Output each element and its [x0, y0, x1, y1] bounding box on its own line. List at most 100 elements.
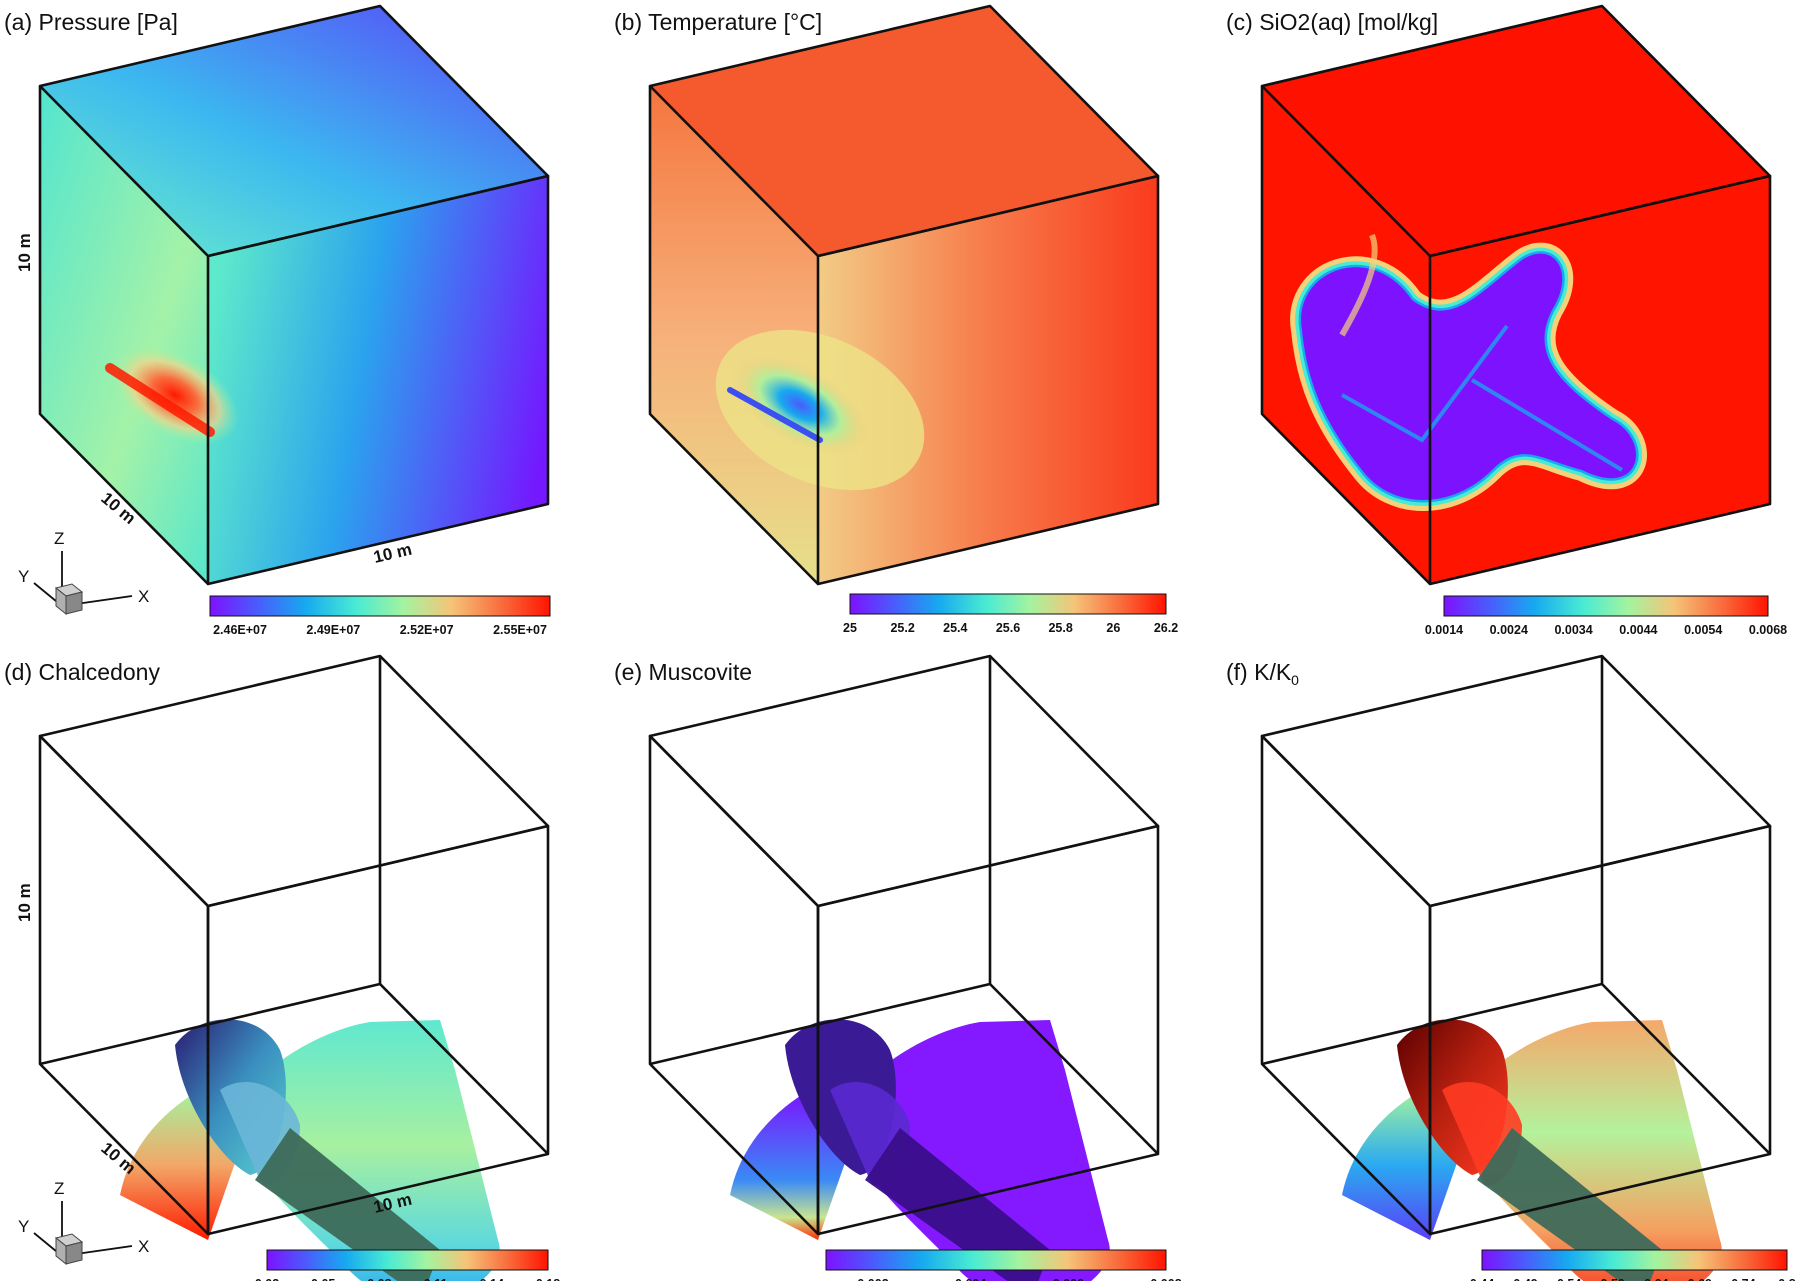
colorbar-tick-label: 0.54 — [1557, 1277, 1581, 1281]
colorbar-tick-label: 0.006 — [1053, 1277, 1084, 1281]
panel-title: (a) Pressure [Pa] — [4, 9, 178, 35]
colorbar-gradient — [1481, 1249, 1788, 1271]
axis-cube-side — [55, 1236, 67, 1266]
axis-triad: Z X Y — [18, 1179, 149, 1266]
colorbar-tick-label: 0.008 — [1150, 1277, 1181, 1281]
pressure-streak — [105, 363, 215, 437]
colorbar-tick-label: 0.004 — [955, 1277, 986, 1281]
colorbar-tick-label: 0.08 — [367, 1277, 391, 1281]
axis-cube-front — [65, 591, 83, 615]
colorbar-tick-label: 0.49 — [1513, 1277, 1537, 1281]
panel-b: (b) Temperature [°C] 25 25.2 25.4 25.6 25.8 26… — [614, 4, 1178, 635]
colorbar-tick-label: 0.74 — [1731, 1277, 1755, 1281]
sio2-fracture-lines — [1341, 324, 1624, 472]
colorbar-tick-label: 25.6 — [996, 621, 1020, 635]
colorbar-tick-label: 0.002 — [857, 1277, 888, 1281]
y-axis-label: Y — [18, 567, 29, 586]
fracture-intersection-band — [255, 1128, 440, 1281]
colorbar-tick-label: 0.0014 — [1425, 623, 1463, 637]
colorbar: 25 25.2 25.4 25.6 25.8 26 26.2 — [843, 593, 1178, 635]
cube-front-face — [818, 176, 1158, 584]
colorbar-tick-label: 0.0068 — [1749, 623, 1787, 637]
panel-c: (c) SiO2(aq) [mol/kg] 0.0014 0.0024 0.0034 0… — [1226, 4, 1787, 637]
temp-cold-spot — [732, 355, 868, 455]
colorbar-tick-label: 0.64 — [1644, 1277, 1668, 1281]
cube-front-edges — [206, 174, 550, 586]
panel-title: (b) Temperature [°C] — [614, 9, 822, 35]
panel-title-subscript: 0 — [1291, 672, 1299, 688]
cube-top-edges — [38, 654, 550, 908]
x-axis-label: X — [138, 587, 149, 606]
colorbar-gradient — [849, 593, 1167, 615]
panel-title: (f) K/K0 — [1226, 659, 1299, 688]
colorbar-tick-label: 25 — [843, 621, 857, 635]
colorbar-tick-label: 2.55E+07 — [493, 623, 547, 637]
axis-triad: Z X Y — [18, 529, 149, 616]
panel-title-main: (f) K/K — [1226, 659, 1292, 685]
colorbar: 0.002 0.004 0.006 0.008 — [825, 1249, 1182, 1281]
colorbar: 0.02 0.05 0.08 0.11 0.14 0.18 — [255, 1249, 560, 1281]
fracture-intersection-band — [865, 1128, 1050, 1281]
colorbar-tick-label: 0.69 — [1688, 1277, 1712, 1281]
panel-a: (a) Pressure [Pa]10 m10 m10 mZXY2.46E+07… — [4, 4, 551, 637]
colorbar-tick-label: 0.11 — [424, 1277, 448, 1281]
colorbar-tick-label: 26.2 — [1154, 621, 1178, 635]
panel-e: (e) Muscovite 0.002 0.004 0.006 0.008 — [614, 654, 1182, 1281]
panel-f: (f) K/K0 0.44 0.49 0.54 0.59 0.64 0.69 0.74 0.8 — [1226, 654, 1796, 1281]
colorbar-tick-label: 0.05 — [311, 1277, 335, 1281]
panel-title: (d) Chalcedony — [4, 659, 160, 685]
colorbar-tick-label: 0.0034 — [1554, 623, 1592, 637]
height-dimension-label: 10 m — [15, 233, 34, 272]
colorbar-gradient — [266, 1249, 549, 1271]
cube-front-edges — [816, 174, 1160, 586]
colorbar: 2.46E+07 2.49E+07 2.52E+07 2.55E+07 — [209, 595, 551, 637]
colorbar-gradient — [209, 595, 551, 617]
sio2-wisp — [1339, 233, 1378, 337]
large-fracture-sheet — [1452, 1020, 1722, 1281]
colorbar-tick-label: 2.49E+07 — [306, 623, 360, 637]
cube-top-face — [650, 6, 1158, 256]
colorbar: 0.44 0.49 0.54 0.59 0.64 0.69 0.74 0.8 — [1470, 1249, 1796, 1281]
colorbar-tick-label: 0.44 — [1470, 1277, 1494, 1281]
colorbar-gradient — [1443, 595, 1769, 617]
axis-cube-front — [65, 1241, 83, 1265]
colorbar-tick-label: 25.2 — [890, 621, 914, 635]
z-axis-label: Z — [54, 529, 64, 548]
fracture-intersection-band — [1477, 1128, 1662, 1281]
cube-top-edges — [1260, 654, 1772, 908]
colorbar-tick-label: 0.0054 — [1684, 623, 1722, 637]
colorbar-tick-label: 25.8 — [1048, 621, 1072, 635]
cube-top-face — [1262, 6, 1770, 256]
cube-front-edges — [1428, 174, 1772, 586]
colorbar-tick-label: 0.8 — [1778, 1277, 1795, 1281]
large-fracture-sheet — [230, 1020, 500, 1281]
colorbar-tick-label: 0.59 — [1601, 1277, 1625, 1281]
cube-front-face — [208, 176, 548, 584]
cube-left-edges — [38, 86, 209, 585]
colorbar-tick-label: 0.0044 — [1619, 623, 1657, 637]
colorbar-tick-label: 0.0024 — [1490, 623, 1528, 637]
panel-title: (e) Muscovite — [614, 659, 752, 685]
large-fracture-sheet — [840, 1020, 1110, 1281]
colorbar-tick-label: 2.46E+07 — [213, 623, 267, 637]
cube-left-face — [40, 86, 208, 584]
cube-left-edges — [1260, 86, 1431, 585]
temp-streak — [727, 387, 823, 443]
height-dimension-label: 10 m — [15, 883, 34, 922]
colorbar-tick-label: 0.14 — [480, 1277, 504, 1281]
z-axis-label: Z — [54, 1179, 64, 1198]
colorbar-tick-label: 0.18 — [536, 1277, 560, 1281]
colorbar-tick-label: 25.4 — [943, 621, 967, 635]
y-axis-label: Y — [18, 1217, 29, 1236]
cube-top-face — [40, 6, 548, 256]
axis-cube-side — [55, 586, 67, 616]
colorbar-tick-label: 26 — [1106, 621, 1120, 635]
cube-left-edges — [648, 86, 819, 585]
x-axis-label: X — [138, 1237, 149, 1256]
colorbar-tick-label: 0.02 — [255, 1277, 279, 1281]
colorbar-gradient — [825, 1249, 1167, 1271]
cube-top-edges — [648, 654, 1160, 908]
panel-title: (c) SiO2(aq) [mol/kg] — [1226, 9, 1438, 35]
